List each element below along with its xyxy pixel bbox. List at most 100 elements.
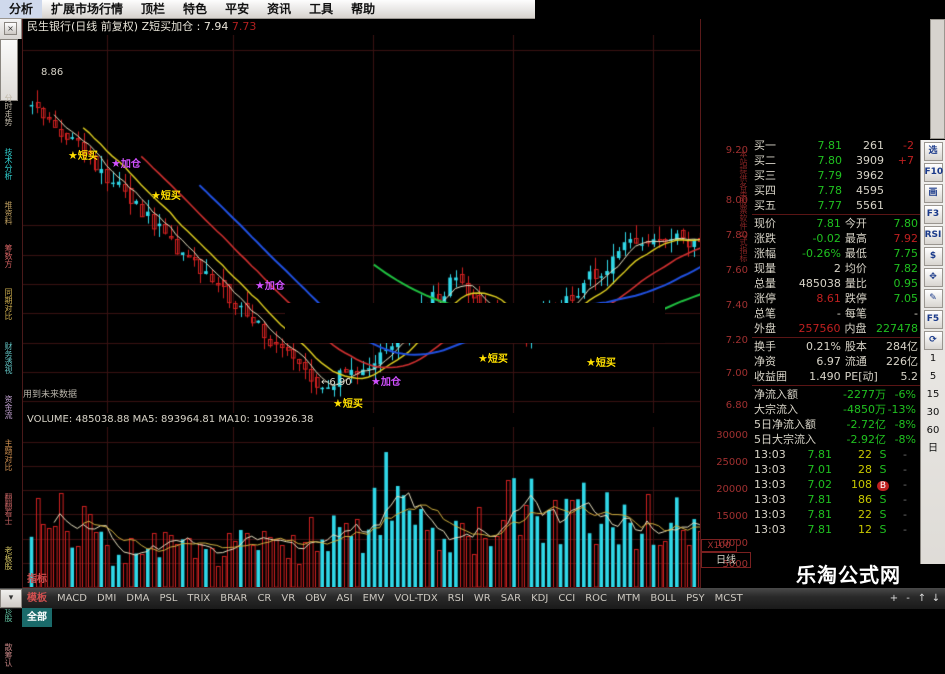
tick-price: 7.81 bbox=[807, 493, 833, 506]
tool-button-1[interactable]: F10 bbox=[923, 163, 943, 182]
indicator-kdj[interactable]: KDJ bbox=[531, 593, 549, 604]
stat-value-right: 7.05 bbox=[893, 292, 919, 305]
tool-button-9[interactable]: ⟳ bbox=[923, 331, 943, 350]
volume-multiplier-tag: X100 bbox=[701, 539, 737, 552]
period-button-15[interactable]: 15 bbox=[926, 389, 940, 400]
menu-item-tools[interactable]: 工具 bbox=[309, 2, 334, 16]
bid-row[interactable]: 买二 7.80 3909 +7 bbox=[752, 153, 920, 168]
tool-button-2[interactable]: 画 bbox=[923, 184, 943, 203]
sidebar-item-6[interactable]: 资金流 bbox=[4, 394, 13, 419]
sidebar-item-0[interactable]: 分时走势 bbox=[4, 94, 13, 126]
right-axis-column: 9.20 8.00 7.80 7.60 7.40 7.20 7.00 6.80 30000 25… bbox=[700, 19, 751, 588]
period-button-日[interactable]: 日 bbox=[928, 443, 938, 454]
indicator-psl[interactable]: PSL bbox=[159, 593, 178, 604]
indicator-sar[interactable]: SAR bbox=[500, 593, 522, 604]
sidebar-item-5[interactable]: 财务透视 bbox=[4, 342, 13, 374]
period-tag[interactable]: 日线 bbox=[701, 552, 751, 568]
nav-button-3[interactable]: ↓ bbox=[931, 593, 941, 604]
tick-price: 7.81 bbox=[807, 448, 833, 461]
indicator-vol-tdx[interactable]: VOL-TDX bbox=[394, 593, 438, 604]
price-axis-tick-4: 7.40 bbox=[725, 300, 748, 311]
indicator-vr[interactable]: VR bbox=[281, 593, 296, 604]
indicator-psy[interactable]: PSY bbox=[686, 593, 705, 604]
volume-indicator-label: VOLUME: 485038.88 MA5: 893964.81 MA10: 1… bbox=[27, 414, 314, 425]
indicator-trix[interactable]: TRIX bbox=[187, 593, 211, 604]
stat-label-left: 总量 bbox=[754, 277, 776, 290]
sidebar-item-4[interactable]: 同期对比 bbox=[4, 288, 13, 320]
period-button-5[interactable]: 5 bbox=[929, 371, 937, 382]
quote-stat-row: 外盘 257560 内盘 227478 bbox=[752, 321, 920, 336]
price-chart-pane[interactable]: ★短买 ★加仓 ★短买 ★加仓 ★加仓 ★短买 ★短买 ★短买 8.86 ←6.90 用到未来数据 bbox=[23, 35, 723, 413]
menu-item-features[interactable]: 特色 bbox=[183, 2, 208, 16]
sidebar-item-7[interactable]: 主题对比 bbox=[4, 439, 13, 471]
tick-volume: 22 bbox=[858, 448, 872, 461]
price-candlestick-canvas bbox=[23, 35, 723, 413]
sidebar-item-11[interactable]: 散筹认 bbox=[4, 642, 13, 667]
sidebar-close-icon[interactable]: × bbox=[4, 22, 17, 35]
nav-button-2[interactable]: ↑ bbox=[917, 593, 927, 604]
menu-item-top-bar[interactable]: 顶栏 bbox=[141, 2, 166, 16]
period-button-60[interactable]: 60 bbox=[926, 425, 940, 436]
indicator-roc[interactable]: ROC bbox=[585, 593, 608, 604]
bid-delta bbox=[886, 168, 916, 183]
indicator-dmi[interactable]: DMI bbox=[96, 593, 117, 604]
nav-button-1[interactable]: - bbox=[906, 593, 910, 604]
tool-button-4[interactable]: RSI bbox=[923, 226, 943, 245]
fund-label-right: 股本 bbox=[844, 340, 867, 353]
tool-button-6[interactable]: ✥ bbox=[923, 268, 943, 287]
tool-button-3[interactable]: F3 bbox=[923, 205, 943, 224]
tool-button-0[interactable]: 选 bbox=[923, 142, 943, 161]
indicator-dma[interactable]: DMA bbox=[126, 593, 150, 604]
sidebar-item-3[interactable]: 筹数方 bbox=[4, 243, 13, 268]
sidebar-item-9[interactable]: 老板股 bbox=[4, 545, 13, 570]
bid-row[interactable]: 买四 7.78 4595 bbox=[752, 183, 920, 198]
indicator-boll[interactable]: BOLL bbox=[650, 593, 677, 604]
indicator-mcst[interactable]: MCST bbox=[714, 593, 743, 604]
volume-chart-pane[interactable] bbox=[23, 427, 723, 587]
stat-value-left: -0.26% bbox=[801, 247, 841, 260]
sidebar-scroll-thumb[interactable] bbox=[0, 39, 18, 101]
bottom-tab-1[interactable]: 模板 bbox=[27, 593, 47, 604]
indicator-brar[interactable]: BRAR bbox=[220, 593, 248, 604]
indicator-obv[interactable]: OBV bbox=[305, 593, 327, 604]
sidebar-item-2[interactable]: 堆资料 bbox=[4, 200, 13, 225]
indicator-asi[interactable]: ASI bbox=[336, 593, 353, 604]
indicator-mtm[interactable]: MTM bbox=[617, 593, 641, 604]
sidebar-item-1[interactable]: 技术分析 bbox=[4, 148, 13, 180]
quote-divider-1 bbox=[752, 214, 920, 215]
menu-item-analysis[interactable]: 分析 bbox=[0, 0, 43, 18]
flow-label: 大宗流入 bbox=[754, 403, 798, 416]
menu-item-help[interactable]: 帮助 bbox=[351, 2, 376, 16]
bid-row[interactable]: 买一 7.81 261 -2 bbox=[752, 138, 920, 153]
censor-bar-price bbox=[285, 303, 665, 343]
bottom-tab-2[interactable]: 全部 bbox=[22, 608, 52, 627]
right-scrollbar[interactable] bbox=[930, 19, 945, 139]
bid-row[interactable]: 买三 7.79 3962 bbox=[752, 168, 920, 183]
menu-item-pingan[interactable]: 平安 bbox=[225, 2, 250, 16]
tool-button-8[interactable]: F5 bbox=[923, 310, 943, 329]
bid-delta bbox=[886, 198, 916, 213]
indicator-wr[interactable]: WR bbox=[473, 593, 491, 604]
menu-item-news[interactable]: 资讯 bbox=[267, 2, 292, 16]
indicator-rsi[interactable]: RSI bbox=[447, 593, 464, 604]
indicator-cci[interactable]: CCI bbox=[558, 593, 576, 604]
bottom-tab-0[interactable]: 指标 bbox=[27, 574, 47, 585]
stat-label-left: 涨停 bbox=[754, 292, 776, 305]
chart-area[interactable]: 民生银行(日线 前复权) Z短买加仓 : 7.94 7.73 ★短买 ★加仓 ★短买… bbox=[22, 19, 723, 607]
tool-button-5[interactable]: $ bbox=[923, 247, 943, 266]
indicator-macd[interactable]: MACD bbox=[57, 593, 87, 604]
nav-button-0[interactable]: + bbox=[889, 593, 899, 604]
indicator-dropdown-icon[interactable]: ▾ bbox=[0, 589, 22, 608]
indicator-cr[interactable]: CR bbox=[257, 593, 272, 604]
menu-item-extended-market[interactable]: 扩展市场行情 bbox=[51, 2, 124, 16]
stat-value-left: 257560 bbox=[798, 322, 841, 335]
bid-row[interactable]: 买五 7.77 5561 bbox=[752, 198, 920, 213]
indicator-emv[interactable]: EMV bbox=[362, 593, 385, 604]
period-button-1[interactable]: 1 bbox=[929, 353, 937, 364]
period-button-group: 1 5 15 30 60 日 bbox=[921, 351, 945, 458]
tool-button-7[interactable]: ✎ bbox=[923, 289, 943, 308]
period-button-30[interactable]: 30 bbox=[926, 407, 940, 418]
chart-annotation-buy-0: ★短买 bbox=[68, 149, 98, 162]
sidebar-item-8[interactable]: 翻翻看士 bbox=[4, 493, 13, 525]
stat-label-left: 外盘 bbox=[754, 322, 776, 335]
